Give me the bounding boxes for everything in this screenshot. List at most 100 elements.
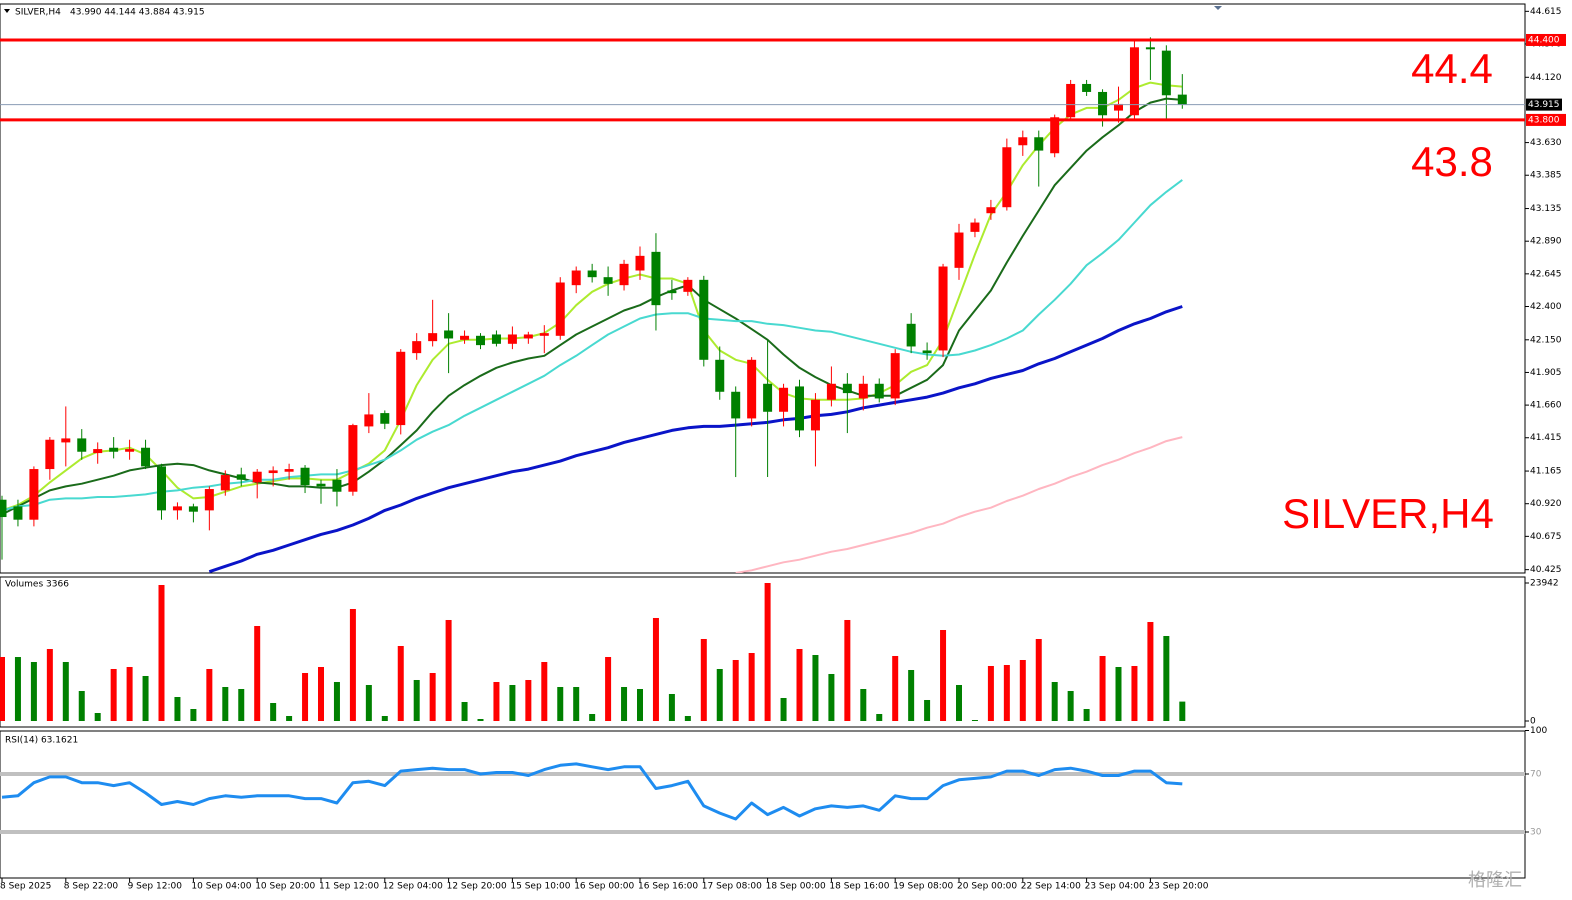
y-tick-label: 41.905	[1530, 368, 1562, 378]
x-tick-label: 12 Sep 04:00	[383, 882, 443, 892]
candle-body	[795, 386, 804, 431]
y-tick-label: 42.150	[1530, 335, 1562, 345]
candle-body	[699, 279, 709, 360]
candle-body	[13, 506, 23, 520]
volume-bar	[78, 690, 85, 721]
candle-body	[1082, 83, 1092, 92]
volume-bar	[0, 656, 5, 721]
y-tick-label: 43.385	[1530, 171, 1562, 181]
volume-bar	[142, 675, 149, 721]
volume-bar	[716, 668, 723, 721]
candle-body	[1066, 83, 1076, 118]
volume-bar	[318, 666, 324, 721]
volume-bar	[940, 629, 947, 721]
volume-bar	[684, 715, 691, 721]
volume-bar	[286, 715, 293, 721]
moving-average	[208, 305, 1183, 573]
volume-bar	[477, 718, 484, 721]
volume-bar	[413, 679, 420, 721]
volume-bar	[429, 672, 436, 721]
y-tick-label: 43.630	[1530, 138, 1562, 148]
volume-bar	[158, 584, 165, 721]
y-tick-label: 100	[1530, 726, 1547, 736]
watermark: 格隆汇	[1468, 870, 1522, 891]
candle-body	[715, 359, 725, 392]
volume-bar	[987, 665, 994, 721]
candle-body	[842, 383, 852, 394]
y-tick-label: 42.890	[1530, 237, 1562, 247]
volume-bar	[222, 686, 229, 721]
candle-body	[252, 471, 262, 483]
candle-body	[396, 351, 406, 426]
candle-body	[938, 266, 948, 351]
volume-bar	[668, 693, 675, 721]
current-price-tag	[1526, 98, 1562, 111]
volume-bar	[238, 688, 245, 721]
y-tick-label: 23942	[1530, 579, 1559, 589]
volume-bar	[844, 619, 851, 721]
y-tick-label: 40.920	[1530, 499, 1562, 509]
x-tick-label: 10 Sep 04:00	[191, 882, 251, 892]
x-tick-label: 23 Sep 04:00	[1085, 882, 1145, 892]
y-tick-label: 41.660	[1530, 401, 1562, 411]
candle-body	[204, 489, 214, 511]
candle-body	[476, 335, 485, 346]
candle-body	[683, 279, 693, 292]
candle-body	[284, 469, 294, 472]
volume-bar	[94, 712, 101, 721]
candle-body	[77, 438, 87, 452]
x-tick-label: 16 Sep 16:00	[638, 882, 698, 892]
candle-body	[491, 334, 501, 344]
moving-average	[1, 179, 1183, 512]
candle-body	[922, 350, 932, 354]
y-tick-label: 0	[1530, 717, 1536, 727]
x-tick-label: 11 Sep 12:00	[319, 882, 379, 892]
volume-bar	[365, 684, 372, 721]
candle-body	[874, 383, 884, 399]
volume-bar	[1067, 690, 1074, 721]
rsi-panel-frame	[0, 730, 1526, 879]
candle-body	[731, 391, 741, 419]
volume-bar	[812, 654, 819, 721]
candle-body	[29, 469, 39, 520]
x-tick-label: 22 Sep 14:00	[1021, 882, 1081, 892]
volume-bar	[700, 638, 707, 721]
y-tick-label: 43.135	[1530, 204, 1562, 214]
x-tick-label: 15 Sep 10:00	[510, 882, 570, 892]
volume-bar	[924, 699, 931, 721]
candle-body	[460, 335, 470, 340]
volume-bar	[764, 583, 771, 721]
moving-average	[1, 97, 1183, 516]
candle-body	[539, 333, 549, 336]
y-tick-label: 41.415	[1530, 433, 1562, 443]
candle-body	[507, 334, 517, 344]
candle-body	[619, 263, 629, 286]
volume-panel-frame	[0, 576, 1526, 728]
candle-body	[603, 277, 613, 284]
volume-bar	[1163, 635, 1170, 721]
x-tick-label: 18 Sep 00:00	[766, 882, 826, 892]
volume-bar	[461, 701, 468, 721]
candle-body	[172, 506, 182, 511]
y-tick-label: 70	[1530, 770, 1542, 780]
volume-bar	[509, 684, 516, 721]
menu-arrow[interactable]	[4, 9, 10, 13]
main-panel-frame	[0, 3, 1526, 574]
candle-body	[779, 387, 789, 412]
y-tick-label: 42.400	[1530, 302, 1562, 312]
level-tag	[1526, 113, 1566, 126]
volume-bar	[876, 713, 883, 721]
x-tick-label: 9 Sep 12:00	[128, 882, 183, 892]
volume-bar	[110, 668, 117, 721]
x-tick-label: 23 Sep 20:00	[1148, 882, 1208, 892]
rsi-title: RSI(14) 63.1621	[5, 736, 78, 746]
y-tick-label: 41.165	[1530, 467, 1562, 477]
volume-bar	[892, 655, 899, 721]
volume-bar	[557, 686, 564, 721]
volume-bar	[1131, 665, 1138, 721]
volume-bar	[126, 666, 133, 721]
x-tick-label: 17 Sep 08:00	[702, 882, 762, 892]
volume-bar	[1099, 655, 1106, 721]
candle-body	[125, 449, 135, 452]
